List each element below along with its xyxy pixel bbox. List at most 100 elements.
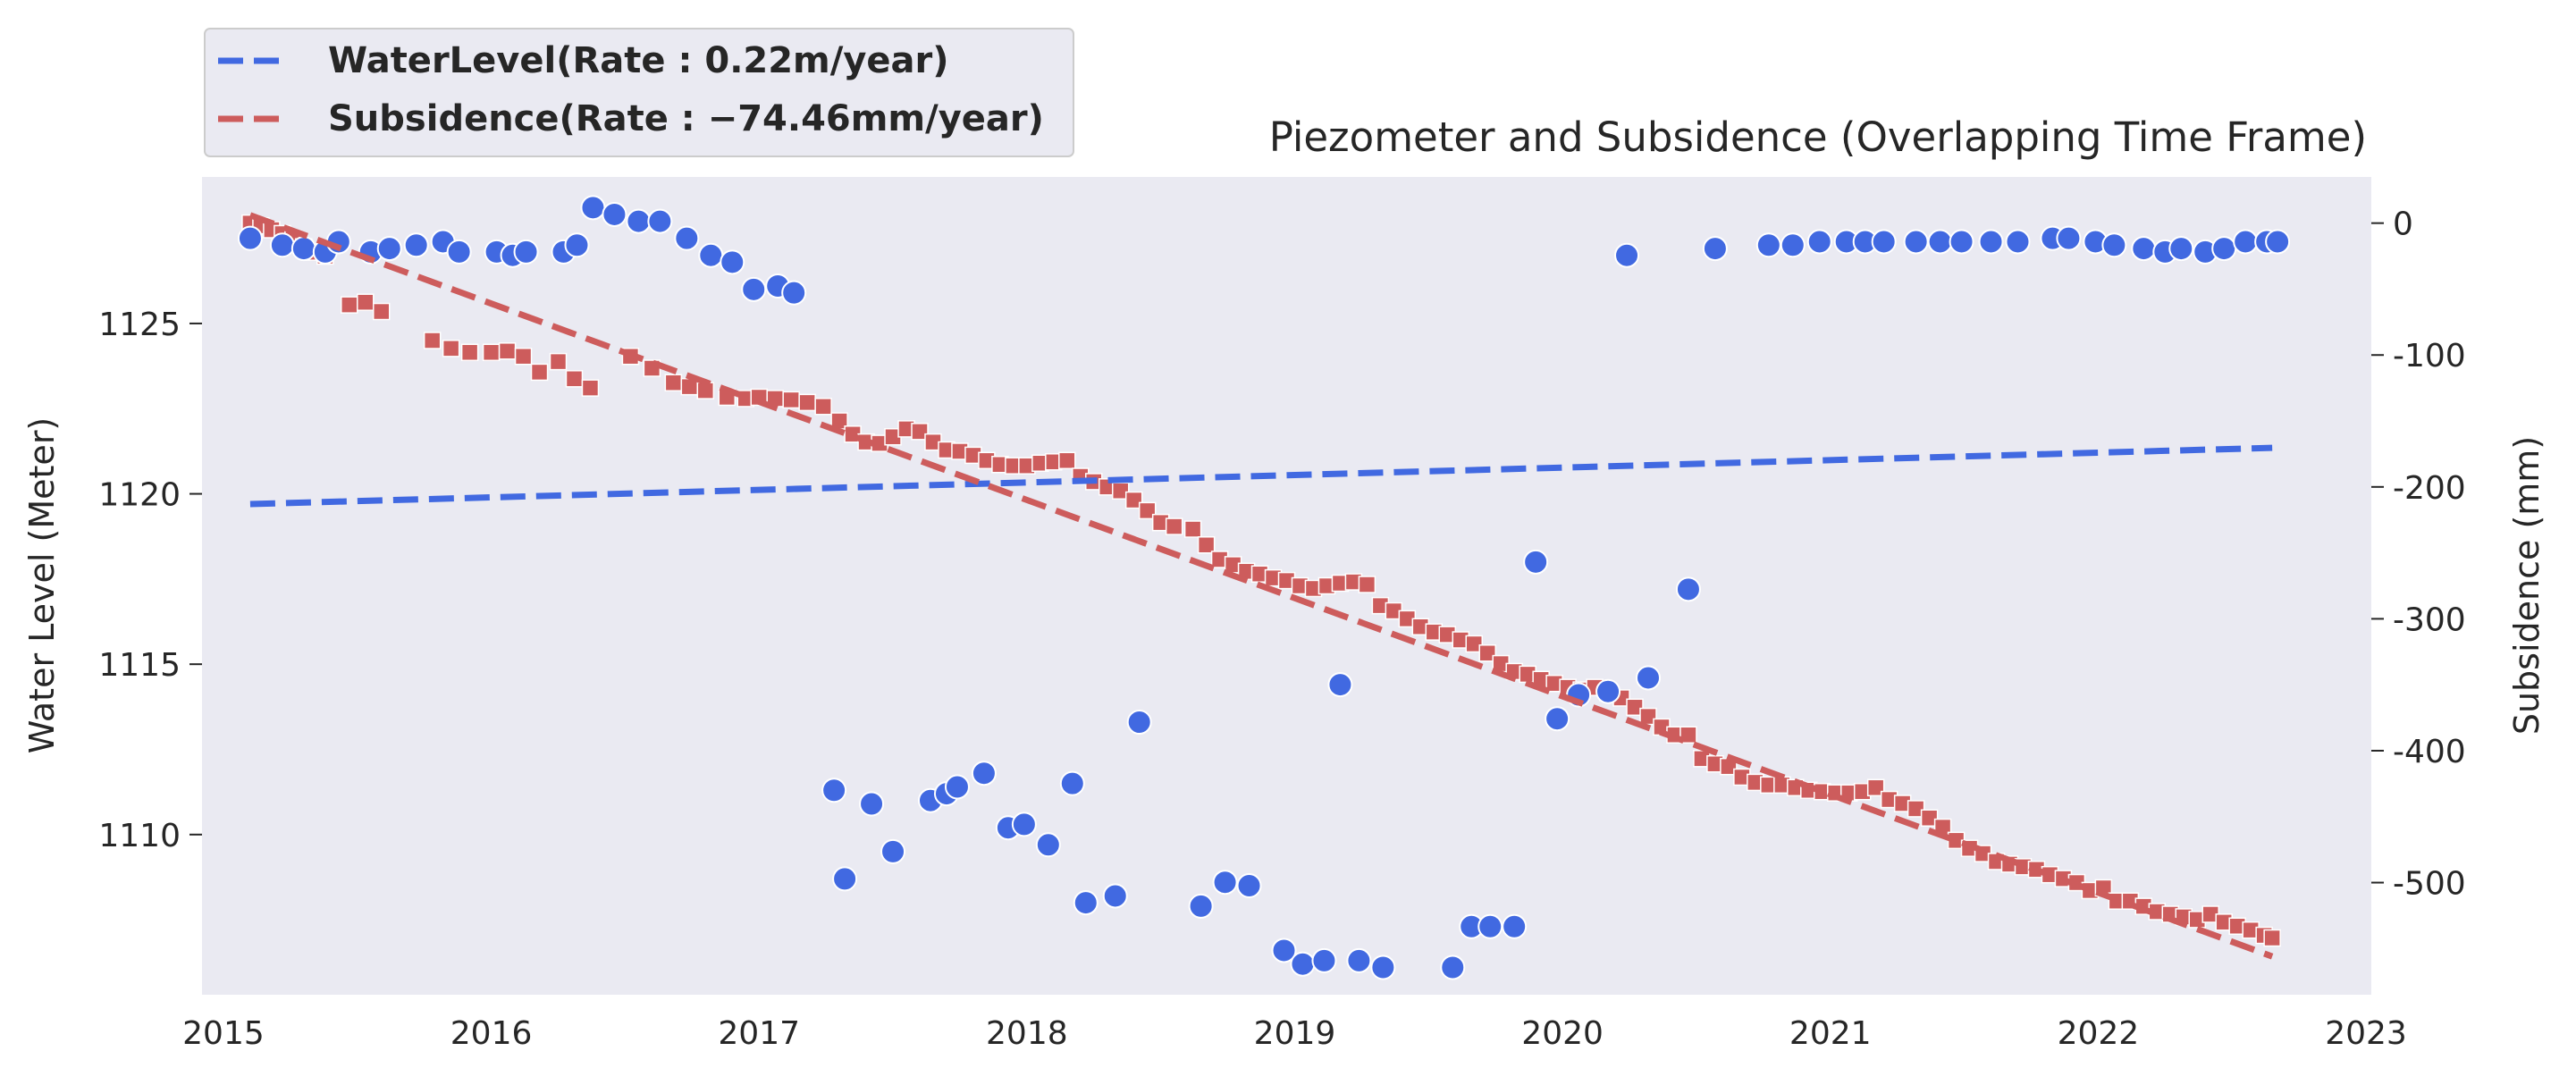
water-level-series [237,195,2291,980]
subsidence-point [1058,451,1076,470]
water-level-point [580,195,606,221]
water-level-point [2265,229,2291,255]
water-level-point [1523,549,1549,575]
water-level-point [821,778,847,803]
water-level-point [1126,710,1152,735]
right-axis: 0 -100 -200 -300 -400 -500 [2371,206,2466,903]
water-level-point [1949,229,1974,255]
water-level-point [1236,873,1262,898]
water-level-point [1978,229,2004,255]
subsidence-point [1866,778,1885,797]
water-level-point [564,232,590,258]
water-level-point [269,232,295,258]
water-level-point [1059,770,1085,796]
subsidence-point [1679,726,1697,744]
y-right-tick-label: -100 [2393,338,2466,374]
y-right-tick-label: -500 [2393,866,2466,903]
water-level-point [1102,883,1128,909]
water-level-point [2233,229,2259,255]
subsidence-point [423,332,442,349]
y-right-tick-label: 0 [2393,206,2413,243]
subsidence-point [1478,644,1496,662]
x-tick-label: 2022 [2058,1015,2140,1052]
subsidence-point [1165,517,1183,535]
water-level-point [237,225,263,251]
x-tick-label: 2021 [1789,1015,1872,1052]
subsidence-point [482,343,501,362]
legend-subsidence-label: Subsidence(Rate : −74.46mm/year) [328,98,1044,139]
x-tick-label: 2015 [182,1015,265,1052]
water-level-point [832,866,858,892]
subsidence-point [460,343,479,362]
water-level-point [2005,229,2031,255]
x-tick-label: 2016 [450,1015,533,1052]
water-level-point [1927,229,1953,255]
water-level-point [403,232,429,258]
water-level-point [2101,232,2127,258]
subsidence-point [1183,520,1202,538]
y-left-tick-label: 1120 [98,477,181,514]
water-level-point [1806,229,1832,255]
water-level-point [1271,938,1297,963]
y-left-tick-label: 1115 [98,647,181,684]
left-axis: 1110 1115 1120 1125 [98,307,202,854]
subsidence-point [814,398,832,416]
water-level-point [1502,913,1528,939]
legend-water-label: WaterLevel(Rate : 0.22m/year) [328,40,949,81]
water-level-point [1871,229,1897,255]
water-level-point [1035,832,1061,858]
water-level-point [1545,706,1570,732]
water-level-point [1702,236,1728,262]
water-level-point [1011,812,1037,837]
water-level-point [1073,890,1099,916]
water-level-point [290,236,316,262]
y-right-tick-label: -300 [2393,601,2466,638]
water-level-point [647,208,673,234]
water-level-point [674,225,700,251]
x-axis: 2015 2016 2017 2018 2019 2020 2021 2022 2023 [182,1015,2407,1052]
subsidence-point [1907,800,1925,818]
water-level-point [1346,947,1372,973]
water-level-point [1440,954,1466,980]
water-level-point [1311,947,1337,973]
subsidence-point [1920,809,1939,827]
subsidence-point [498,342,517,360]
subsidence-point [581,379,600,397]
water-level-point [2168,236,2194,262]
subsidence-point [1138,501,1157,520]
subsidence-point [2263,929,2281,947]
water-level-point [1188,893,1214,919]
subsidence-point [1124,491,1143,509]
subsidence-point [341,296,358,314]
water-level-point [2211,236,2237,262]
subsidence-point [911,423,929,441]
subsidence-point [782,391,800,409]
water-level-point [859,791,885,817]
y-axis-right-label: Subsidence (mm) [2507,436,2547,735]
water-level-trend-line [249,444,2273,508]
legend-box [204,28,1074,157]
subsidence-point [1197,536,1216,554]
subsidence-point [1465,635,1483,653]
subsidence-point [549,352,568,371]
water-level-point [1903,229,1929,255]
water-level-point [446,239,472,265]
y-left-tick-label: 1125 [98,307,181,343]
legend: WaterLevel(Rate : 0.22m/year) Subsidence… [204,28,1074,157]
subsidence-point [373,302,391,321]
water-level-point [880,838,906,864]
subsidence-point [442,340,460,357]
subsidence-trend-line [248,212,2274,960]
water-level-point [944,774,970,800]
x-tick-label: 2020 [1521,1015,1604,1052]
water-level-point [1614,242,1640,268]
water-level-point [2056,225,2082,251]
subsidence-point [357,293,375,311]
water-level-point [602,201,627,227]
subsidence-point [798,393,816,412]
y-right-tick-label: -200 [2393,470,2466,507]
water-level-point [1290,951,1316,977]
water-level-point [1675,576,1701,602]
water-level-point [376,236,402,262]
